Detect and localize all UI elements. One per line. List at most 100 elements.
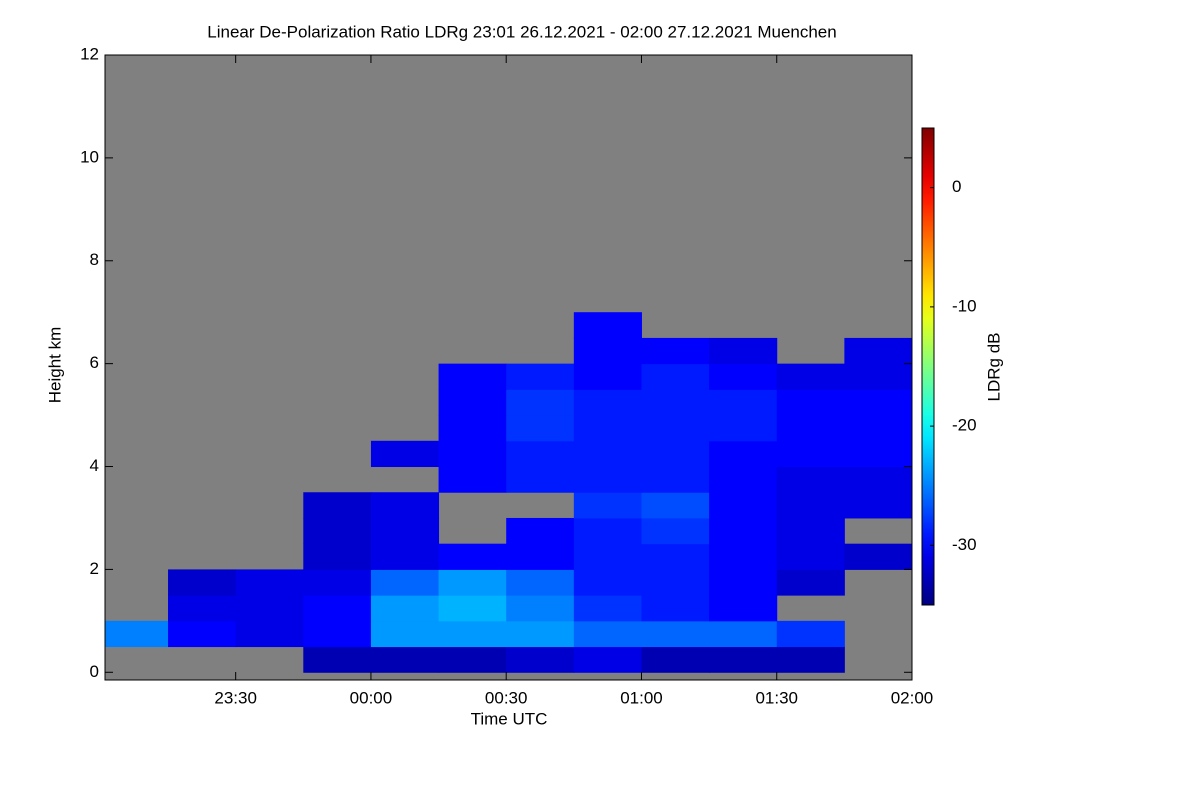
- heatmap-cell: [303, 646, 372, 673]
- heatmap-cell: [370, 543, 440, 570]
- colorbar-tick-label: -30: [952, 535, 977, 554]
- heatmap-cell: [573, 517, 642, 545]
- heatmap-cell: [506, 543, 575, 570]
- heatmap-cell: [844, 337, 912, 365]
- heatmap-cell: [573, 492, 642, 519]
- y-tick-label: 8: [90, 250, 99, 269]
- heatmap-cell: [438, 440, 507, 468]
- y-tick-label: 0: [90, 662, 99, 681]
- heatmap-cell: [776, 389, 845, 416]
- heatmap-cell: [776, 492, 845, 519]
- heatmap-cell: [573, 389, 642, 416]
- heatmap-cell: [438, 543, 507, 570]
- heatmap-cell: [506, 620, 575, 648]
- heatmap-cell: [776, 569, 845, 596]
- heatmap-cell: [573, 312, 642, 339]
- y-tick-label: 6: [90, 353, 99, 372]
- heatmap-cell: [370, 595, 440, 622]
- heatmap-cell: [844, 543, 912, 570]
- heatmap-cell: [370, 492, 440, 519]
- heatmap-cell: [438, 569, 507, 596]
- heatmap-cell: [303, 595, 372, 622]
- heatmap-cell: [370, 646, 440, 673]
- heatmap-cell: [776, 543, 845, 570]
- x-tick-label: 01:30: [755, 688, 798, 707]
- heatmap-cell: [438, 415, 507, 442]
- heatmap-cell: [641, 337, 710, 365]
- heatmap-cell: [641, 569, 710, 596]
- heatmap-cells: [105, 312, 912, 673]
- x-tick-label: 00:30: [485, 688, 528, 707]
- heatmap-cell: [573, 466, 642, 493]
- heatmap-cell: [709, 620, 778, 648]
- heatmap-cell: [506, 595, 575, 622]
- chart-title: Linear De-Polarization Ratio LDRg 23:01 …: [207, 22, 836, 41]
- heatmap-cell: [844, 440, 912, 468]
- heatmap-cell: [438, 389, 507, 416]
- heatmap-cell: [235, 620, 304, 648]
- heatmap-cell: [303, 543, 372, 570]
- y-axis-label: Height km: [45, 327, 64, 404]
- heatmap-cell: [438, 620, 507, 648]
- heatmap-cell: [573, 363, 642, 390]
- y-tick-label: 4: [90, 456, 99, 475]
- heatmap-cell: [303, 620, 372, 648]
- heatmap-cell: [641, 389, 710, 416]
- heatmap-cell: [641, 415, 710, 442]
- heatmap-cell: [303, 492, 372, 519]
- heatmap-cell: [235, 595, 304, 622]
- heatmap-cell: [105, 620, 169, 648]
- x-tick-label: 23:30: [214, 688, 257, 707]
- heatmap-cell: [506, 517, 575, 545]
- x-axis-label: Time UTC: [471, 709, 548, 728]
- heatmap-cell: [370, 569, 440, 596]
- heatmap-cell: [438, 363, 507, 390]
- heatmap-cell: [573, 646, 642, 673]
- heatmap-cell: [573, 415, 642, 442]
- heatmap-cell: [709, 492, 778, 519]
- heatmap-cell: [641, 363, 710, 390]
- heatmap-cell: [438, 466, 507, 493]
- plot-frame: [104, 54, 913, 681]
- heatmap-cell: [303, 517, 372, 545]
- heatmap-cell: [709, 646, 778, 673]
- heatmap-cell: [776, 517, 845, 545]
- heatmap-cell: [641, 620, 710, 648]
- heatmap-cell: [168, 569, 237, 596]
- heatmap-cell: [573, 569, 642, 596]
- heatmap-cell: [641, 517, 710, 545]
- y-tick-label: 12: [80, 44, 99, 63]
- heatmap-cell: [844, 466, 912, 493]
- heatmap-cell: [776, 415, 845, 442]
- heatmap-cell: [709, 389, 778, 416]
- heatmap-cell: [709, 543, 778, 570]
- heatmap-cell: [844, 389, 912, 416]
- heatmap-cell: [438, 595, 507, 622]
- heatmap-cell: [844, 363, 912, 390]
- x-tick-label: 01:00: [620, 688, 663, 707]
- heatmap-cell: [573, 620, 642, 648]
- heatmap-cell: [709, 337, 778, 365]
- heatmap-cell: [506, 389, 575, 416]
- heatmap-cell: [641, 646, 710, 673]
- colorbar: [921, 127, 935, 606]
- heatmap-cell: [776, 363, 845, 390]
- heatmap-cell: [506, 466, 575, 493]
- heatmap-cell: [709, 595, 778, 622]
- heatmap-cell: [168, 595, 237, 622]
- heatmap-cell: [506, 415, 575, 442]
- heatmap-cell: [573, 337, 642, 365]
- heatmap-cell: [370, 517, 440, 545]
- colorbar-tick-label: -10: [952, 296, 977, 315]
- heatmap-cell: [573, 440, 642, 468]
- colorbar-tick-label: -20: [952, 416, 977, 435]
- colorbar-tick-label: 0: [952, 177, 961, 196]
- heatmap-cell: [709, 363, 778, 390]
- y-tick-label: 10: [80, 147, 99, 166]
- heatmap-cell: [573, 543, 642, 570]
- heatmap-cell: [506, 646, 575, 673]
- heatmap-cell: [370, 620, 440, 648]
- heatmap-cell: [709, 569, 778, 596]
